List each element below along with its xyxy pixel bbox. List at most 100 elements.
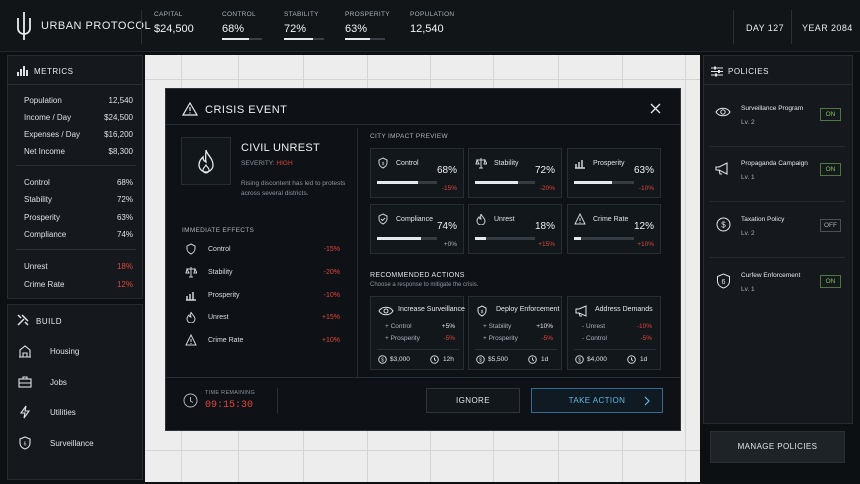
impact-delta: -15% — [441, 185, 457, 192]
policy-surveillance[interactable]: Surveillance Program Lv. 2 ON — [709, 97, 845, 147]
stat-label: STABILITY — [284, 11, 319, 18]
divider — [16, 165, 136, 166]
timer-value: 09:15:30 — [205, 400, 254, 411]
divider — [791, 10, 792, 44]
effect-row: Crime Rate +10% — [182, 334, 340, 348]
action-card[interactable]: $ Deploy Enforcement + Stability +10% + P… — [468, 296, 562, 370]
action-card[interactable]: Address Demands - Unrest -10% - Control -… — [567, 296, 661, 370]
impact-bar — [574, 237, 634, 240]
impact-card: Stability 72% -20% — [468, 148, 562, 198]
build-panel — [7, 304, 143, 480]
effect-row: Unrest +15% — [182, 311, 340, 325]
stat-value: $24,500 — [154, 23, 194, 35]
ignore-button[interactable]: IGNORE — [426, 388, 520, 413]
divider — [16, 249, 136, 250]
lightning-icon — [19, 405, 31, 419]
svg-text:$: $ — [578, 358, 581, 364]
svg-text:$: $ — [382, 161, 385, 166]
impact-label: Prosperity — [593, 160, 625, 167]
event-name: CIVIL UNREST — [241, 142, 320, 154]
stat-value: 72% — [284, 23, 307, 35]
build-item-housing[interactable]: Housing — [7, 340, 143, 364]
action-effect-label: - Unrest — [582, 323, 606, 330]
action-card[interactable]: Increase Surveillance + Control +5% + Pro… — [370, 296, 465, 370]
policy-propaganda[interactable]: Propaganda Campaign Lv. 1 ON — [709, 152, 845, 202]
impact-card: Crime Rate 12% +10% — [567, 204, 661, 254]
metrics-title: METRICS — [34, 67, 74, 76]
take-action-label: TAKE ACTION — [568, 396, 626, 405]
toggle-on[interactable]: ON — [820, 163, 841, 176]
logo-icon — [17, 12, 31, 40]
eye-icon — [378, 306, 394, 316]
megaphone-icon — [715, 162, 728, 175]
divider — [166, 124, 680, 125]
take-action-button[interactable]: TAKE ACTION — [531, 388, 663, 413]
toggle-off[interactable]: OFF — [820, 219, 841, 232]
stat-capital: CAPITAL $24,500 — [154, 11, 194, 43]
effect-row: Stability -20% — [182, 266, 340, 280]
toggle-on[interactable]: ON — [820, 275, 841, 288]
impact-card: $ Control 68% -15% — [370, 148, 464, 198]
coin-icon: $ — [378, 355, 387, 364]
building-icon — [19, 345, 31, 358]
megaphone-icon — [575, 305, 587, 317]
stat-stability: STABILITY 72% — [284, 11, 324, 43]
svg-text:$: $ — [481, 309, 484, 314]
svg-text:6: 6 — [24, 442, 27, 448]
impact-delta: -20% — [539, 185, 555, 192]
bar-chart-icon — [186, 292, 196, 301]
impact-bar — [377, 181, 437, 184]
build-item-label: Housing — [50, 347, 80, 356]
effect-row: Control -15% — [182, 243, 340, 257]
toggle-on[interactable]: ON — [820, 108, 841, 121]
manage-policies-button[interactable]: MANAGE POLICIES — [710, 431, 845, 463]
fire-icon — [186, 311, 196, 323]
build-item-label: Jobs — [50, 378, 67, 387]
stat-prosperity: PROSPERITY 63% — [345, 11, 390, 43]
build-item-utilities[interactable]: Utilities — [7, 401, 143, 425]
action-name: Increase Surveillance — [398, 306, 465, 313]
divider — [141, 10, 142, 44]
stat-label: POPULATION — [410, 11, 455, 18]
impact-value: 18% — [534, 221, 555, 232]
impact-delta: +0% — [443, 241, 457, 248]
stat-bar — [222, 38, 262, 40]
divider — [277, 388, 278, 414]
svg-text:$: $ — [381, 358, 384, 364]
eye-icon — [715, 107, 731, 117]
clock-icon — [183, 393, 198, 408]
action-effect-label: + Prosperity — [483, 335, 518, 342]
action-cost: $5,500 — [488, 356, 508, 363]
svg-text:$: $ — [721, 221, 726, 230]
stat-control: CONTROL 68% — [222, 11, 262, 43]
clock-icon — [528, 355, 537, 364]
impact-value: 74% — [436, 221, 457, 232]
action-time: 12h — [443, 356, 454, 363]
divider — [574, 349, 656, 350]
action-effect-label: - Control — [582, 335, 607, 342]
metrics-panel — [7, 55, 143, 299]
build-item-label: Surveillance — [50, 439, 94, 448]
build-item-jobs[interactable]: Jobs — [7, 371, 143, 395]
bar-chart-icon — [575, 160, 585, 169]
divider — [377, 349, 459, 350]
policy-taxation[interactable]: $ Taxation Policy Lv. 2 OFF — [709, 208, 845, 258]
action-effect-value: +10% — [536, 323, 553, 330]
actions-title: RECOMMENDED ACTIONS — [370, 272, 465, 279]
warning-icon — [182, 102, 198, 116]
action-effect-label: + Prosperity — [385, 335, 420, 342]
build-item-surveillance[interactable]: 6 Surveillance — [7, 432, 143, 456]
action-effect-value: -10% — [636, 323, 652, 330]
action-name: Address Demands — [595, 306, 653, 313]
policy-curfew[interactable]: 6 Curfew Enforcement Lv. 1 ON — [709, 264, 845, 314]
action-cost: $3,000 — [390, 356, 410, 363]
timer-label: TIME REMAINING — [205, 390, 256, 396]
fire-icon — [476, 213, 486, 225]
divider — [703, 84, 853, 85]
action-effect-label: + Stability — [483, 323, 512, 330]
svg-text:$: $ — [479, 358, 482, 364]
svg-text:6: 6 — [722, 279, 726, 286]
action-name: Deploy Enforcement — [496, 306, 560, 313]
stat-bar — [345, 38, 385, 40]
close-icon[interactable] — [650, 103, 661, 114]
